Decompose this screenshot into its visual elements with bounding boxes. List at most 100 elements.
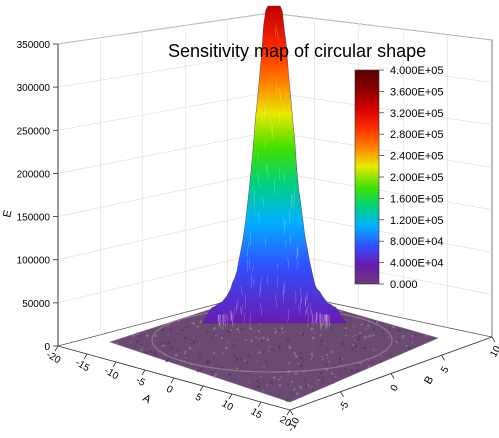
peak-ridge	[232, 313, 234, 326]
peak-ridge	[230, 310, 232, 321]
surface-speckle	[255, 369, 257, 371]
peak-ridge	[325, 314, 328, 330]
grid-line-left	[57, 250, 271, 304]
surface-speckle	[334, 364, 337, 367]
peak-ridge	[288, 209, 291, 224]
surface-speckle	[230, 329, 233, 332]
surface-speckle	[197, 326, 200, 328]
surface-speckle	[197, 318, 200, 320]
colorbar: 4.000E+05 3.600E+05 3.200E+05 2.800E+05 2.40…	[354, 65, 444, 291]
peak-ridge	[271, 124, 273, 139]
x-tick-label: 5	[193, 392, 204, 405]
y-tick-mark	[491, 336, 496, 343]
surface-speckle	[311, 355, 314, 358]
grid-line-left	[57, 131, 271, 174]
surface-speckle	[162, 348, 165, 351]
surface-speckle	[249, 327, 253, 330]
surface-speckle	[294, 354, 298, 358]
surface-speckle	[317, 376, 320, 379]
surface-speckle	[215, 334, 217, 337]
surface-speckle	[328, 360, 331, 363]
surface-speckle	[213, 327, 216, 330]
surface-speckle	[266, 384, 269, 386]
x-tick-label: -5	[134, 375, 148, 389]
surface-speckle	[210, 336, 213, 339]
peak-ridge	[304, 295, 307, 307]
surface-speckle	[353, 338, 356, 341]
peak-ridge	[278, 167, 281, 180]
peak-ridge	[276, 274, 279, 289]
surface-speckle	[303, 379, 306, 382]
peak-ridge	[282, 284, 284, 297]
surface-speckle	[199, 368, 203, 371]
surface-speckle	[299, 385, 303, 389]
surface-speckle	[405, 344, 408, 347]
x-tick-label: 20	[278, 414, 294, 429]
peak-ridge	[260, 303, 263, 316]
surface-speckle	[270, 349, 273, 351]
y-tick-label: 10	[488, 344, 499, 360]
surface-speckle	[299, 341, 301, 343]
surface-speckle	[140, 348, 143, 352]
surface-speckle	[411, 335, 414, 338]
surface-speckle	[259, 376, 262, 379]
surface-speckle	[168, 341, 171, 344]
grid-line-right	[269, 12, 493, 41]
peak-ridge	[282, 289, 284, 303]
surface-speckle	[277, 345, 280, 348]
colorbar-label: 4.000E+04	[390, 258, 444, 270]
peak-ridge	[261, 115, 263, 127]
surface-speckle	[296, 392, 299, 396]
surface-speckle	[317, 379, 320, 382]
surface-speckle	[237, 338, 240, 340]
surface-speckle	[359, 331, 362, 335]
surface-speckle	[379, 360, 383, 363]
peak-ridge	[258, 211, 260, 222]
surface-speckle	[225, 346, 228, 350]
peak-ridge	[300, 287, 303, 304]
surface-speckle	[388, 328, 391, 330]
surface-speckle	[273, 329, 275, 332]
surface-speckle	[116, 342, 119, 345]
z-tick-label: 200000	[17, 169, 51, 180]
surface-speckle	[266, 338, 269, 342]
surface-speckle	[184, 350, 187, 354]
surface-speckle	[354, 344, 358, 348]
surface-speckle	[235, 357, 239, 361]
surface-speckle	[397, 329, 401, 332]
surface-speckle	[352, 335, 354, 338]
colorbar-gradient	[354, 69, 380, 285]
surface-speckle	[313, 383, 315, 386]
surface-speckle	[189, 322, 192, 324]
peak-ridge	[306, 291, 308, 301]
z-axis-ticks: 0 50000 100000 150000 200000 250000 300000 3500…	[17, 40, 58, 353]
surface-speckle	[321, 381, 323, 384]
surface-speckle	[321, 358, 324, 361]
surface-speckle	[300, 364, 303, 368]
surface-speckle	[320, 344, 322, 346]
y-tick-label: -5	[337, 400, 351, 414]
surface-speckle	[338, 361, 342, 364]
surface-speckle	[321, 376, 324, 378]
peak-ridge	[279, 88, 282, 103]
surface-speckle	[181, 329, 184, 332]
grid-line-right	[269, 131, 493, 168]
surface-speckle	[192, 337, 195, 339]
peak-ridge	[237, 299, 239, 309]
surface-speckle	[145, 351, 148, 354]
colorbar-label: 1.200E+05	[390, 215, 444, 227]
surface-speckle	[298, 326, 300, 329]
peak-ridge	[315, 310, 318, 324]
surface-speckle	[363, 346, 367, 350]
peak-ridge	[275, 294, 278, 308]
surface-speckle	[275, 358, 277, 360]
z-tick-label: 50000	[22, 299, 50, 310]
surface-speckle	[149, 350, 153, 353]
peak-ridge	[326, 314, 328, 323]
x-tick-label: 0	[164, 384, 175, 397]
surface-speckle	[233, 345, 236, 348]
surface-speckle	[239, 327, 242, 330]
surface-speckle	[255, 344, 257, 346]
surface-speckle	[388, 336, 391, 339]
